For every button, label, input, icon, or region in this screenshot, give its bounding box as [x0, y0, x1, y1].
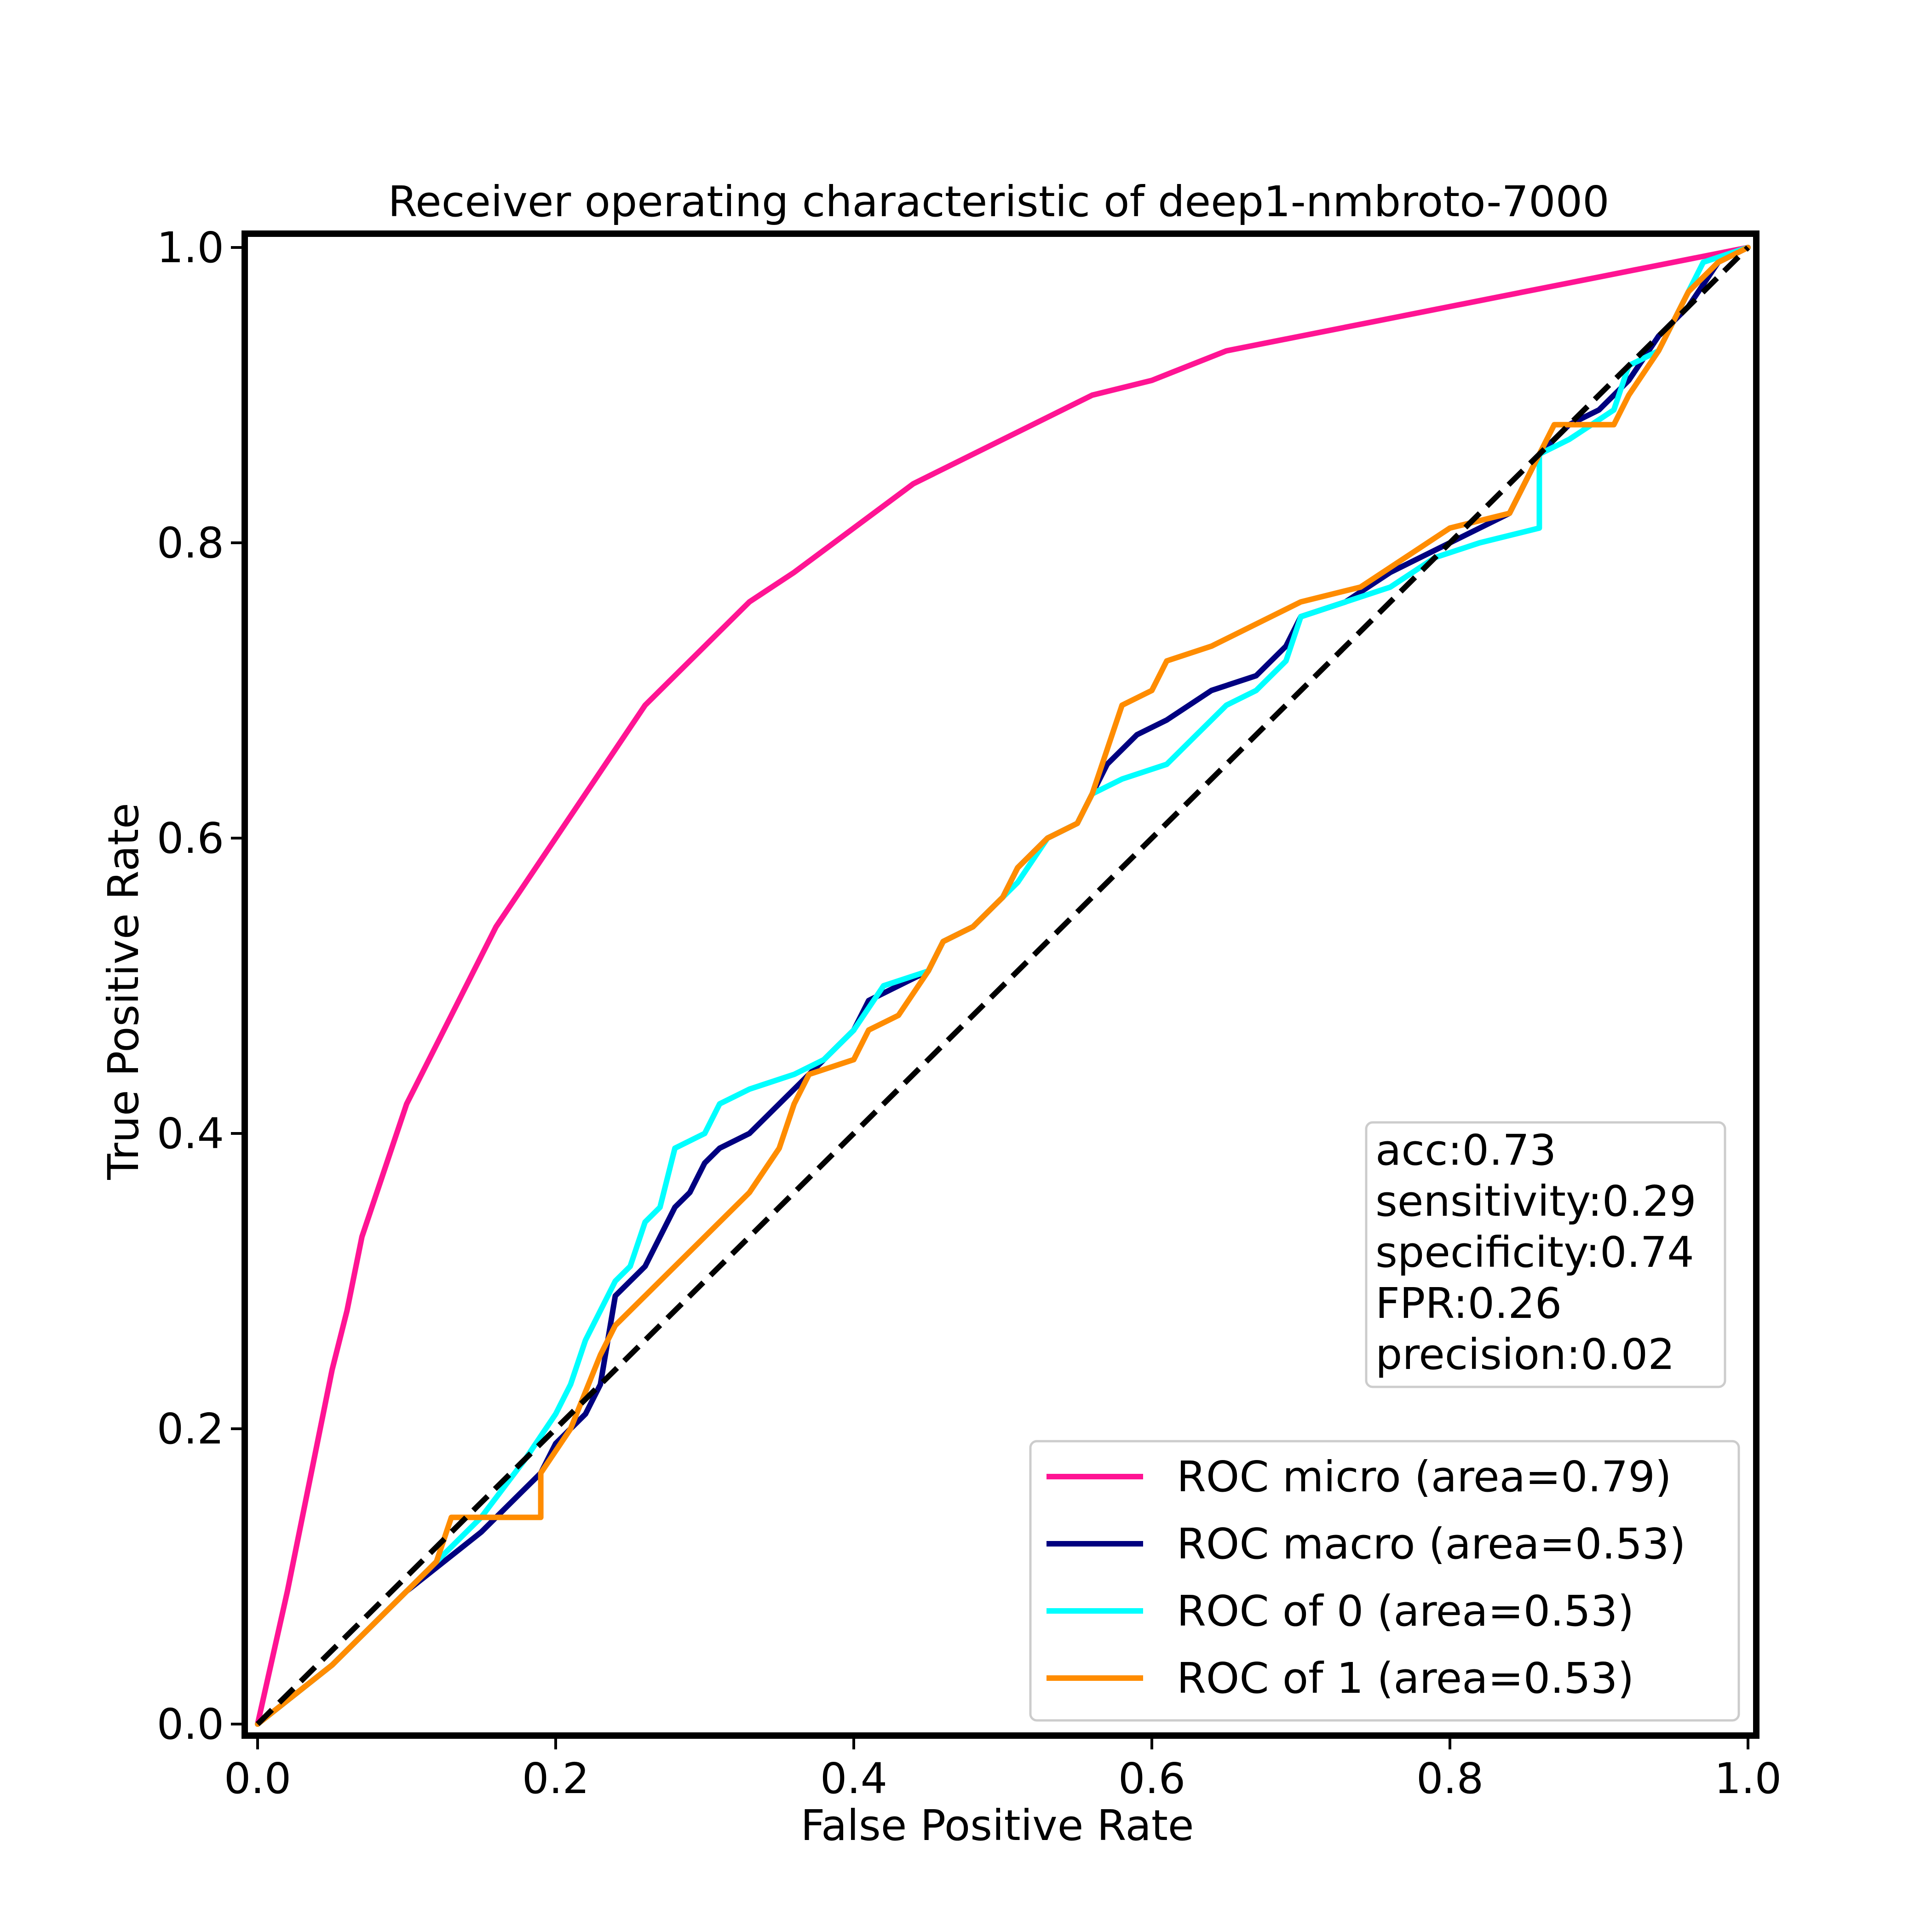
series-line-3 — [255, 245, 1751, 1727]
y-tick-label-2: 0.4 — [157, 1109, 224, 1158]
metrics-fpr: FPR:0.26 — [1375, 1279, 1562, 1328]
chart-title: Receiver operating characteristic of dee… — [388, 177, 1609, 226]
legend-frame — [1029, 1440, 1740, 1722]
x-tick-label-4: 0.8 — [1416, 1754, 1484, 1803]
y-tick-label-1: 0.2 — [157, 1404, 224, 1454]
metrics-box-frame — [1365, 1121, 1726, 1388]
series-line-2 — [255, 245, 1751, 1727]
series-line-0 — [255, 245, 1751, 1727]
legend-label-3: ROC of 1 (area=0.53) — [1177, 1654, 1634, 1703]
x-tick-label-1: 0.2 — [522, 1754, 589, 1803]
legend-label-0: ROC micro (area=0.79) — [1177, 1452, 1672, 1501]
axis-ticks: 0.0 0.2 0.4 0.6 0.8 1.0 0.0 0.2 0.4 0.6 0.8 1.0 — [157, 223, 1782, 1803]
x-tick-label-2: 0.4 — [820, 1754, 887, 1803]
chance-diagonal-line — [255, 245, 1750, 1726]
legend-label-2: ROC of 0 (area=0.53) — [1177, 1587, 1634, 1636]
y-axis-label: True Positive Rate — [99, 803, 148, 1180]
metrics-sensitivity: sensitivity:0.29 — [1375, 1177, 1696, 1226]
legend-label-1: ROC macro (area=0.53) — [1177, 1519, 1686, 1569]
y-tick-label-3: 0.6 — [157, 814, 224, 863]
y-tick-label-0: 0.0 — [157, 1700, 224, 1749]
x-tick-label-3: 0.6 — [1118, 1754, 1185, 1803]
y-tick-label-5: 1.0 — [157, 223, 224, 272]
x-tick-label-5: 1.0 — [1714, 1754, 1782, 1803]
plot-area — [255, 245, 1751, 1727]
y-tick-label-4: 0.8 — [157, 518, 224, 568]
metrics-precision: precision:0.02 — [1375, 1330, 1675, 1379]
x-tick-label-0: 0.0 — [224, 1754, 291, 1803]
x-axis-label: False Positive Rate — [800, 1801, 1194, 1850]
plot-frame — [242, 230, 1760, 1739]
metrics-specificity: specificity:0.74 — [1375, 1228, 1694, 1277]
metrics-acc: acc:0.73 — [1375, 1126, 1556, 1175]
legend: ROC micro (area=0.79) ROC macro (area=0.5… — [1029, 1440, 1740, 1722]
metrics-box: acc:0.73 sensitivity:0.29 specificity:0.… — [1365, 1121, 1726, 1388]
